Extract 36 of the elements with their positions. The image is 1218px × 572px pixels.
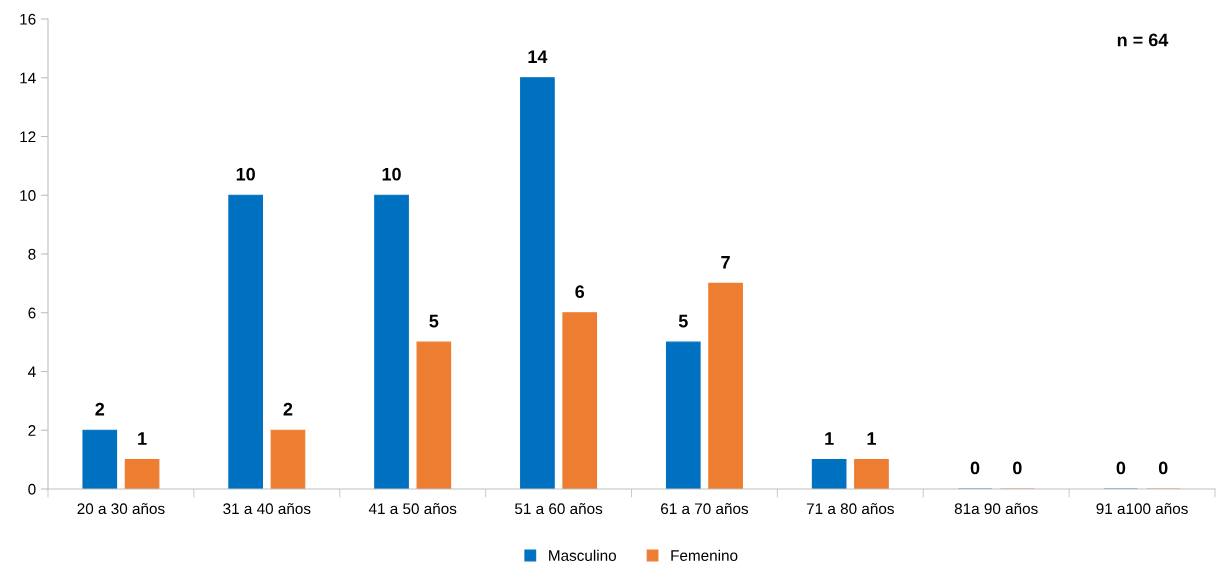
data-label: 1 <box>138 432 147 445</box>
y-tick-label: 14 <box>20 72 36 84</box>
legend-label: Masculino <box>549 549 617 561</box>
data-label: 2 <box>95 402 105 416</box>
data-label: 0 <box>1013 461 1022 475</box>
data-label: 2 <box>283 402 293 416</box>
y-tick-label: 16 <box>20 13 36 25</box>
y-tick-label: 12 <box>20 131 36 143</box>
data-label: 10 <box>382 167 401 181</box>
y-tick-label: 4 <box>28 366 36 378</box>
legend-label: Femenino <box>671 549 738 561</box>
y-tick-label: 0 <box>28 483 36 495</box>
x-tick-label: 61 a 70 años <box>661 503 749 515</box>
data-label: 1 <box>867 432 876 445</box>
data-label: 7 <box>721 256 730 269</box>
y-tick-label: 10 <box>20 190 36 201</box>
y-tick-label: 2 <box>28 425 36 436</box>
x-tick-label: 91 a100 años <box>1096 503 1188 515</box>
data-label: 10 <box>236 167 255 181</box>
x-tick-label: 41 a 50 años <box>368 503 457 515</box>
data-label: 14 <box>528 50 548 63</box>
x-tick-label: 20 a 30 años <box>77 503 165 515</box>
y-tick-label: 6 <box>28 307 36 319</box>
data-label: 5 <box>678 314 688 328</box>
data-label: 0 <box>970 461 980 475</box>
data-label: 0 <box>1158 461 1168 475</box>
x-tick-label: 51 a 60 años <box>515 503 603 515</box>
data-label: 5 <box>429 314 439 328</box>
data-label: 0 <box>1116 461 1126 475</box>
x-tick-label: 81a 90 años <box>954 503 1038 515</box>
data-label: 6 <box>575 285 585 299</box>
data-label: 1 <box>825 432 834 445</box>
annotation: n = 64 <box>1117 33 1169 47</box>
x-tick-label: 71 a 80 años <box>806 503 894 515</box>
y-tick-label: 8 <box>28 248 36 260</box>
x-tick-label: 31 a 40 años <box>223 503 311 515</box>
